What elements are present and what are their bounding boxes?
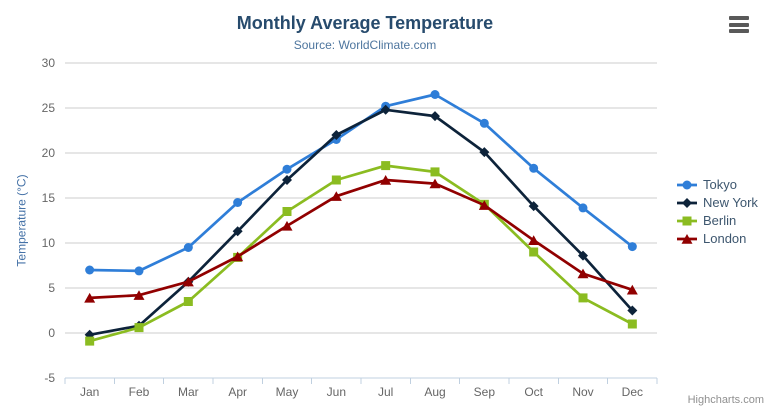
series-line-new-york[interactable] — [88, 108, 634, 337]
legend-marker-tokyo[interactable] — [682, 180, 692, 189]
x-axis-label: Feb — [129, 385, 150, 399]
marker-berlin-may[interactable] — [282, 207, 292, 216]
marker-new-york-dec[interactable] — [627, 305, 638, 316]
y-axis-label: 5 — [48, 281, 55, 295]
credits-link[interactable]: Highcharts.com — [687, 394, 764, 406]
y-axis-label: 10 — [42, 236, 56, 250]
legend-triangle-icon — [677, 233, 697, 244]
legend-item-new-york[interactable]: New York — [676, 195, 758, 210]
x-axis-label: Jun — [327, 385, 346, 399]
x-axis-label: May — [276, 385, 299, 399]
legend-marker-london[interactable] — [681, 233, 693, 244]
marker-berlin-dec[interactable] — [627, 319, 637, 329]
y-axis-label: -5 — [44, 371, 55, 385]
marker-london-mar[interactable] — [182, 276, 194, 287]
marker-new-york-nov[interactable] — [578, 250, 588, 261]
x-axis-label: Jan — [80, 385, 99, 399]
legend: Tokyo New York Berlin London — [676, 177, 758, 246]
x-axis-label: Aug — [424, 385, 445, 399]
marker-london-jul[interactable] — [380, 175, 392, 185]
y-axis-label: 0 — [48, 326, 55, 340]
legend-label-london: London — [703, 231, 747, 246]
marker-london-nov[interactable] — [577, 268, 589, 279]
x-axis-label: Sep — [474, 385, 496, 399]
x-axis-label: Mar — [178, 385, 199, 399]
legend-marker-new-york[interactable] — [682, 197, 692, 208]
series-line-berlin[interactable] — [88, 164, 634, 343]
marker-new-york-jun[interactable] — [331, 130, 342, 140]
marker-new-york-aug[interactable] — [430, 111, 440, 122]
marker-new-york-sep[interactable] — [479, 147, 490, 158]
marker-london-sep[interactable] — [478, 200, 490, 210]
chart-title: Monthly Average Temperature — [236, 13, 494, 33]
legend-circle-icon — [677, 180, 697, 189]
marker-berlin-jun[interactable] — [331, 175, 341, 185]
marker-berlin-nov[interactable] — [578, 293, 588, 303]
legend-item-berlin[interactable]: Berlin — [676, 213, 758, 228]
legend-diamond-icon — [677, 197, 697, 208]
y-axis-label: 15 — [42, 191, 56, 205]
hamburger-icon — [729, 29, 749, 33]
marker-berlin-mar[interactable] — [183, 297, 193, 306]
x-axis-label: Oct — [524, 385, 543, 399]
legend-item-london[interactable]: London — [676, 231, 758, 246]
marker-london-jan[interactable] — [84, 292, 96, 303]
context-menu-button[interactable] — [729, 16, 749, 33]
x-axis-label: Nov — [572, 385, 593, 399]
series-london — [84, 175, 638, 303]
marker-berlin-jan[interactable] — [85, 336, 95, 346]
marker-new-york-oct[interactable] — [528, 201, 539, 212]
legend-item-tokyo[interactable]: Tokyo — [676, 177, 758, 192]
series-tokyo — [85, 90, 637, 276]
marker-new-york-may[interactable] — [282, 175, 292, 185]
marker-london-jun[interactable] — [330, 191, 342, 201]
marker-berlin-jul[interactable] — [381, 161, 391, 171]
marker-berlin-feb[interactable] — [134, 323, 144, 333]
marker-new-york-jul[interactable] — [380, 104, 391, 115]
marker-london-may[interactable] — [281, 220, 293, 231]
hamburger-icon — [729, 16, 749, 20]
marker-london-oct[interactable] — [528, 235, 540, 245]
x-axis-label: Apr — [228, 385, 247, 399]
hamburger-icon — [729, 22, 749, 27]
marker-tokyo-nov[interactable] — [578, 203, 588, 213]
legend-marker-berlin[interactable] — [682, 216, 692, 225]
marker-tokyo-jan[interactable] — [85, 265, 95, 275]
marker-tokyo-aug[interactable] — [430, 90, 440, 99]
series-new-york — [84, 104, 638, 340]
marker-new-york-apr[interactable] — [232, 226, 243, 237]
y-axis-label: 20 — [42, 146, 56, 160]
marker-tokyo-apr[interactable] — [233, 198, 243, 207]
marker-tokyo-dec[interactable] — [627, 242, 637, 252]
marker-london-feb[interactable] — [133, 290, 145, 300]
marker-london-dec[interactable] — [626, 284, 638, 295]
x-axis-label: Jul — [378, 385, 393, 399]
marker-tokyo-sep[interactable] — [479, 118, 489, 128]
marker-london-aug[interactable] — [429, 178, 441, 189]
y-axis-label: 25 — [42, 101, 56, 115]
series-line-london[interactable] — [88, 178, 634, 300]
marker-tokyo-feb[interactable] — [134, 266, 144, 276]
marker-tokyo-oct[interactable] — [529, 163, 539, 173]
legend-label-berlin: Berlin — [703, 213, 737, 228]
marker-tokyo-may[interactable] — [282, 164, 292, 174]
legend-square-icon — [677, 216, 697, 225]
legend-label-tokyo: Tokyo — [703, 177, 737, 192]
y-axis-label: 30 — [42, 56, 56, 70]
x-axis-label: Dec — [622, 385, 643, 399]
marker-berlin-aug[interactable] — [430, 167, 440, 177]
legend-label-new-york: New York — [703, 195, 758, 210]
marker-tokyo-mar[interactable] — [183, 243, 193, 252]
marker-berlin-oct[interactable] — [529, 247, 539, 257]
marker-london-apr[interactable] — [232, 251, 244, 262]
chart-subtitle: Source: WorldClimate.com — [293, 38, 437, 52]
